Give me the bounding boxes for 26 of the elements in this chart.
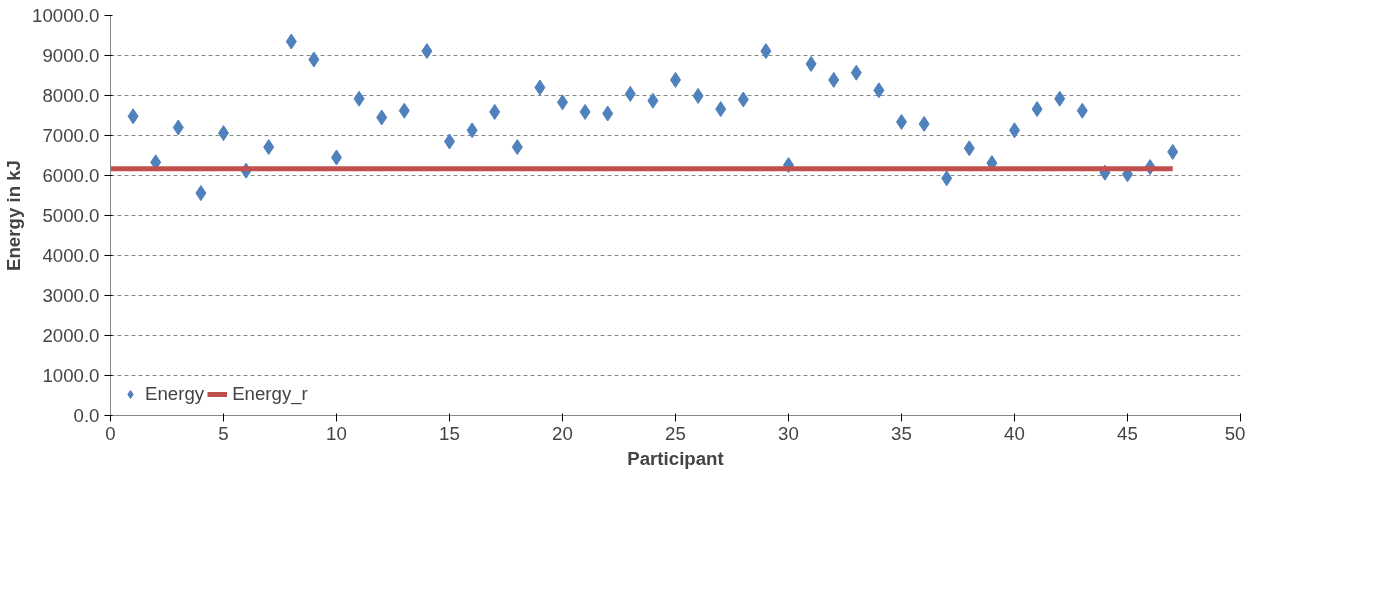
x-tick-label: 0 xyxy=(105,422,116,444)
y-tick-label: 4000.0 xyxy=(42,245,100,266)
x-tick-label: 30 xyxy=(778,422,799,444)
x-tick-label: 50 xyxy=(1224,422,1246,444)
x-tick-label: 20 xyxy=(552,422,573,444)
y-tick-label: 0.0 xyxy=(73,405,100,426)
legend-label: Energy_r xyxy=(232,383,308,405)
y-tick-label: 8000.0 xyxy=(42,85,100,106)
y-tick-label: 1000.0 xyxy=(42,365,100,386)
x-tick-label: 25 xyxy=(665,422,686,444)
y-tick-label: 7000.0 xyxy=(42,125,100,146)
x-tick-label: 10 xyxy=(326,422,347,444)
y-tick-label: 10000.0 xyxy=(32,5,100,26)
legend-label: Energy xyxy=(145,383,205,405)
x-tick-label: 40 xyxy=(1004,422,1025,444)
y-tick-label: 2000.0 xyxy=(42,325,100,346)
y-tick-label: 6000.0 xyxy=(42,165,100,186)
x-axis-title: Participant xyxy=(627,447,724,469)
y-tick-label: 9000.0 xyxy=(42,45,100,66)
x-tick-label: 45 xyxy=(1117,422,1138,444)
y-tick-label: 3000.0 xyxy=(42,285,100,306)
x-tick-label: 35 xyxy=(891,422,912,444)
y-tick-label: 5000.0 xyxy=(42,205,100,226)
x-tick-label: 15 xyxy=(439,422,460,444)
y-axis-title: Energy in kJ xyxy=(3,160,25,271)
x-tick-label: 5 xyxy=(218,422,229,444)
